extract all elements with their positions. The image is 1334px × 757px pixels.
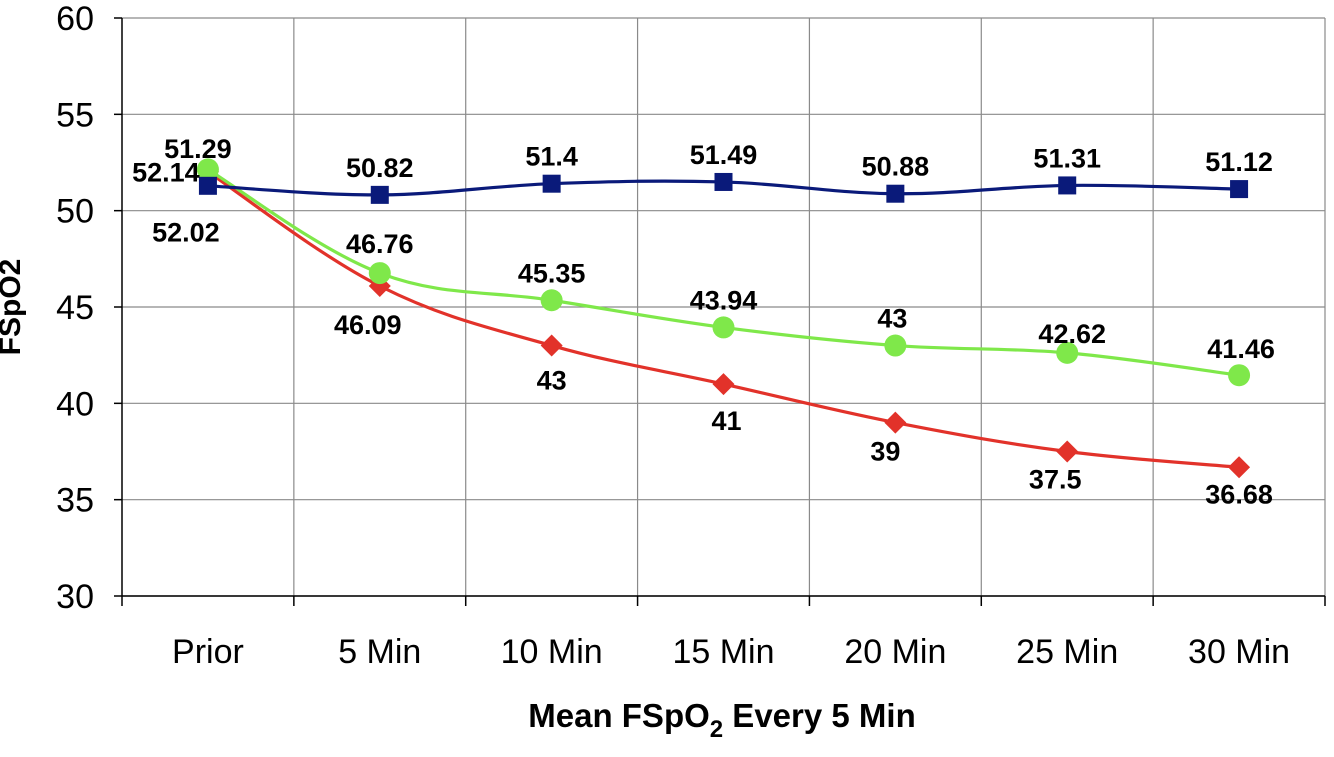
- y-tick-label: 50: [56, 193, 94, 231]
- gridlines: [122, 17, 1326, 597]
- circle-marker: [1056, 341, 1079, 364]
- data-label: 41: [711, 406, 741, 436]
- data-label: 43.94: [690, 285, 758, 315]
- y-tick-label: 45: [56, 289, 94, 327]
- x-tick-label: 10 Min: [501, 633, 603, 671]
- y-tick-label: 30: [56, 578, 94, 616]
- circle-marker: [368, 262, 391, 285]
- diamond-marker: [884, 411, 907, 434]
- data-label: 51.4: [525, 142, 578, 172]
- y-tick-label: 60: [56, 0, 94, 38]
- x-tick-label: 30 Min: [1188, 633, 1290, 671]
- y-axis-title: FSpO2: [0, 259, 27, 356]
- diamond-marker: [712, 373, 735, 396]
- data-label: 50.82: [346, 153, 414, 183]
- y-tick-label: 55: [56, 96, 94, 134]
- data-label: 36.68: [1205, 479, 1273, 509]
- series-group: [196, 158, 1251, 479]
- x-tick-label: 15 Min: [672, 633, 774, 671]
- data-label: 46.76: [346, 229, 414, 259]
- square-marker: [714, 172, 733, 191]
- data-label: 42.62: [1038, 319, 1106, 349]
- x-tick-label: 20 Min: [844, 633, 946, 671]
- data-label: 51.12: [1205, 147, 1273, 177]
- circle-marker: [540, 289, 563, 312]
- data-label: 51.49: [690, 140, 758, 170]
- x-tick-label: 5 Min: [338, 633, 421, 671]
- data-label: 45.35: [518, 258, 586, 288]
- x-tick-labels: Prior 5 Min 10 Min 15 Min 20 Min 25 Min 30 Min: [172, 633, 1290, 671]
- data-label: 51.31: [1033, 143, 1101, 173]
- y-tick-label: 40: [56, 385, 94, 423]
- data-label: 51.29: [164, 134, 232, 164]
- data-label: 43: [537, 366, 567, 396]
- diamond-marker: [1056, 440, 1079, 463]
- square-marker: [542, 174, 561, 193]
- y-tick-labels: 30 35 40 45 50 55 60: [56, 0, 94, 616]
- square-marker: [1230, 180, 1249, 199]
- data-labels: 51.29 50.82 51.4 51.49 50.88 51.31 51.12 52.14 4…: [132, 134, 1275, 509]
- x-tick-label: 25 Min: [1016, 633, 1118, 671]
- data-label: 43: [877, 304, 907, 334]
- circle-marker: [884, 334, 907, 357]
- y-tick-label: 35: [56, 482, 94, 520]
- data-label: 39: [870, 437, 900, 467]
- square-marker: [886, 184, 905, 203]
- data-label: 52.02: [152, 218, 220, 248]
- data-label: 41.46: [1207, 334, 1275, 364]
- square-marker: [1058, 176, 1077, 195]
- square-marker: [370, 185, 389, 204]
- x-axis-title: Mean FSpO2 Every 5 Min: [528, 697, 915, 743]
- circle-marker: [712, 316, 735, 339]
- data-label: 52.14: [132, 157, 200, 187]
- x-tick-label: Prior: [172, 633, 244, 671]
- data-label: 37.5: [1029, 465, 1082, 495]
- data-label: 46.09: [334, 310, 402, 340]
- data-label: 50.88: [862, 152, 930, 182]
- x-axis-title-subscript: 2: [710, 716, 723, 743]
- diamond-marker: [540, 334, 563, 357]
- axes: [114, 17, 1326, 606]
- x-axis-title-main: Mean FSpO: [528, 697, 710, 734]
- square-marker: [198, 176, 217, 195]
- x-axis-title-tail: Every 5 Min: [723, 697, 916, 734]
- circle-marker: [196, 158, 219, 181]
- circle-marker: [1228, 364, 1251, 387]
- diamond-marker: [1228, 456, 1251, 479]
